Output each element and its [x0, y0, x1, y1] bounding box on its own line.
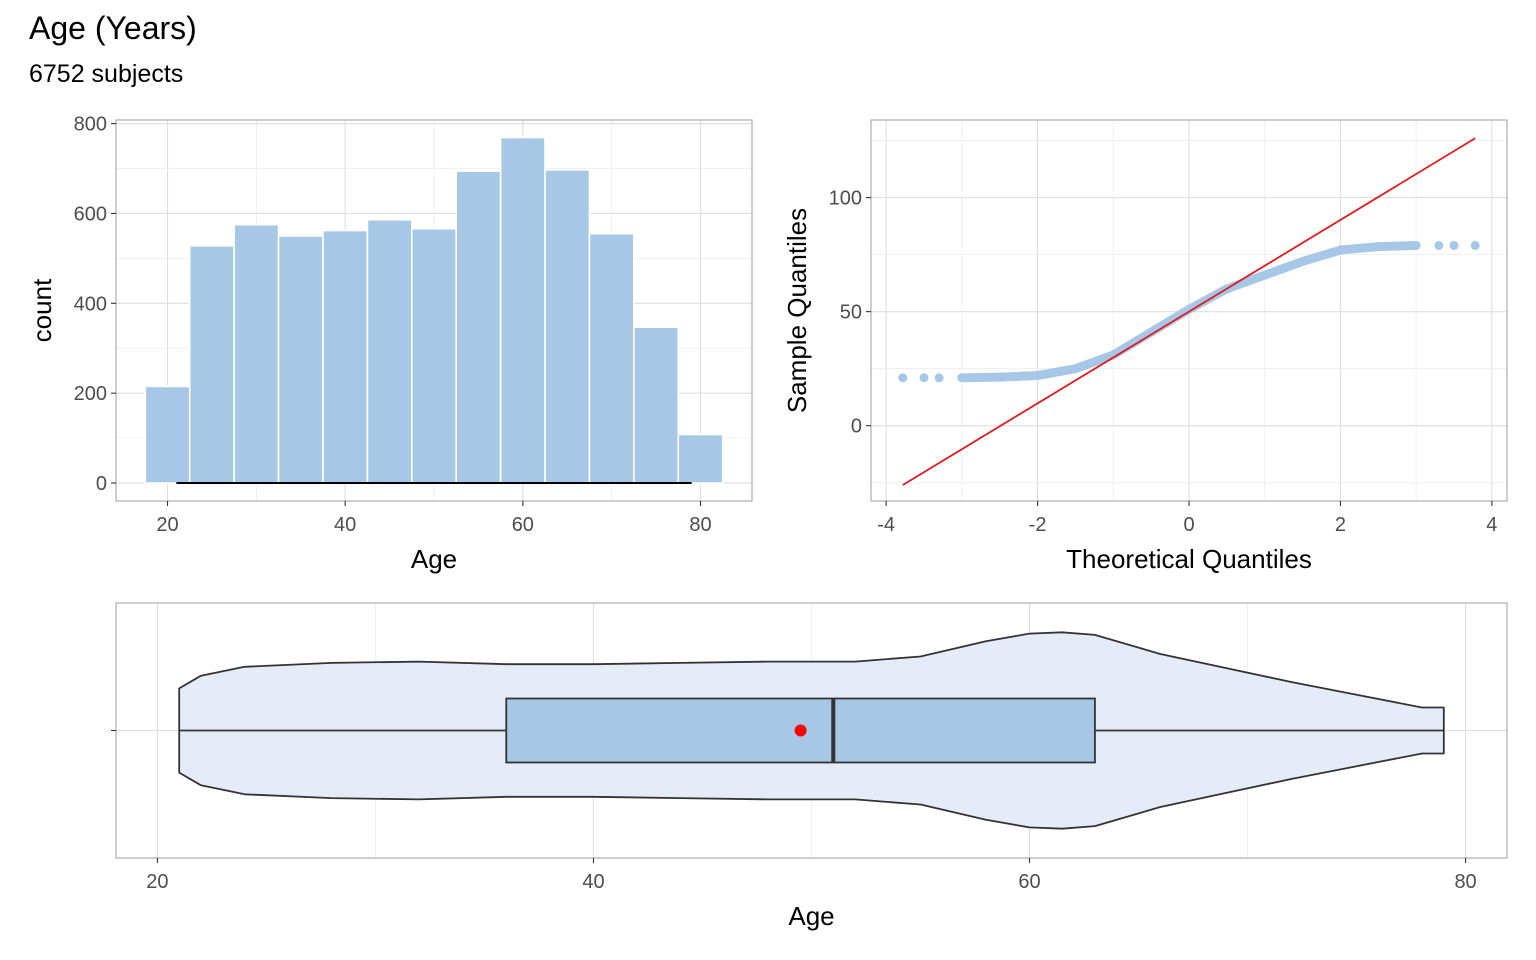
x-tick-label: 80: [1454, 871, 1476, 893]
y-tick-label: 0: [96, 473, 107, 495]
y-tick-label: 600: [74, 203, 107, 225]
histogram-bar: [633, 326, 680, 484]
violin-x-axis-title: Age: [788, 901, 834, 931]
histogram-bar: [233, 223, 280, 484]
x-tick-label: 40: [334, 514, 356, 536]
qq-y-ticks: 0 50 100: [829, 188, 871, 438]
violin-x-ticks: 20 40 60 80: [146, 858, 1477, 893]
violin-marks: [178, 631, 1445, 830]
histogram-bar: [544, 169, 591, 484]
qq-point: [1070, 364, 1080, 374]
figure-title: Age (Years): [29, 10, 197, 46]
histogram-y-ticks: 0 200 400 600 800: [74, 114, 116, 495]
y-tick-label: 400: [74, 293, 107, 315]
histogram-bars: [144, 136, 724, 484]
qq-point: [1470, 240, 1480, 250]
qq-point: [1373, 242, 1383, 252]
histogram-panel-border: [115, 119, 753, 502]
qq-point: [898, 373, 908, 383]
histogram-bar: [455, 170, 502, 484]
qq-point: [934, 373, 944, 383]
x-tick-label: 40: [582, 871, 604, 893]
x-tick-label: 20: [146, 871, 168, 893]
box-mean-point: [794, 724, 807, 737]
qq-point: [957, 373, 967, 383]
qq-point: [1298, 256, 1308, 266]
y-tick-label: 800: [74, 114, 107, 136]
qq-reference-line: [902, 137, 1476, 486]
qq-point: [1146, 327, 1156, 337]
qq-reference: [902, 137, 1476, 486]
x-tick-label: 2: [1335, 514, 1346, 536]
qq-point: [919, 373, 929, 383]
x-tick-label: 20: [156, 514, 178, 536]
histogram-y-axis-title: count: [27, 278, 57, 342]
y-tick-label: 50: [840, 302, 862, 324]
qq-point: [1033, 371, 1043, 381]
y-tick-label: 100: [829, 188, 862, 210]
qq-point: [1260, 270, 1270, 280]
histogram-bar: [144, 385, 191, 484]
figure-subtitle: 6752 subjects: [29, 60, 184, 88]
qq-x-axis-title: Theoretical Quantiles: [1066, 544, 1312, 574]
histogram-bar: [677, 433, 724, 484]
x-tick-label: 4: [1486, 514, 1497, 536]
x-tick-label: -2: [1029, 514, 1047, 536]
histogram-x-axis-title: Age: [411, 544, 457, 574]
histogram-bar: [322, 229, 369, 484]
x-tick-label: 80: [689, 514, 711, 536]
y-tick-label: 200: [74, 383, 107, 405]
histogram-bar: [277, 235, 324, 484]
qq-point: [1184, 304, 1194, 314]
qq-point: [1335, 245, 1345, 255]
qq-y-axis-title: Sample Quantiles: [782, 208, 812, 413]
qq-point: [995, 372, 1005, 382]
histogram-bar: [366, 218, 413, 484]
qq-point: [1108, 350, 1118, 360]
qq-point: [1449, 240, 1459, 250]
y-tick-label: 0: [851, 416, 862, 438]
x-tick-label: 60: [1018, 871, 1040, 893]
qq-point: [1411, 240, 1421, 250]
x-tick-label: 0: [1183, 514, 1194, 536]
x-tick-label: 60: [512, 514, 534, 536]
histogram-x-ticks: 20 40 60 80: [156, 501, 712, 536]
x-tick-label: -4: [877, 514, 895, 536]
qq-point: [1434, 240, 1444, 250]
qq-x-ticks: -4 -2 0 2 4: [877, 501, 1497, 536]
